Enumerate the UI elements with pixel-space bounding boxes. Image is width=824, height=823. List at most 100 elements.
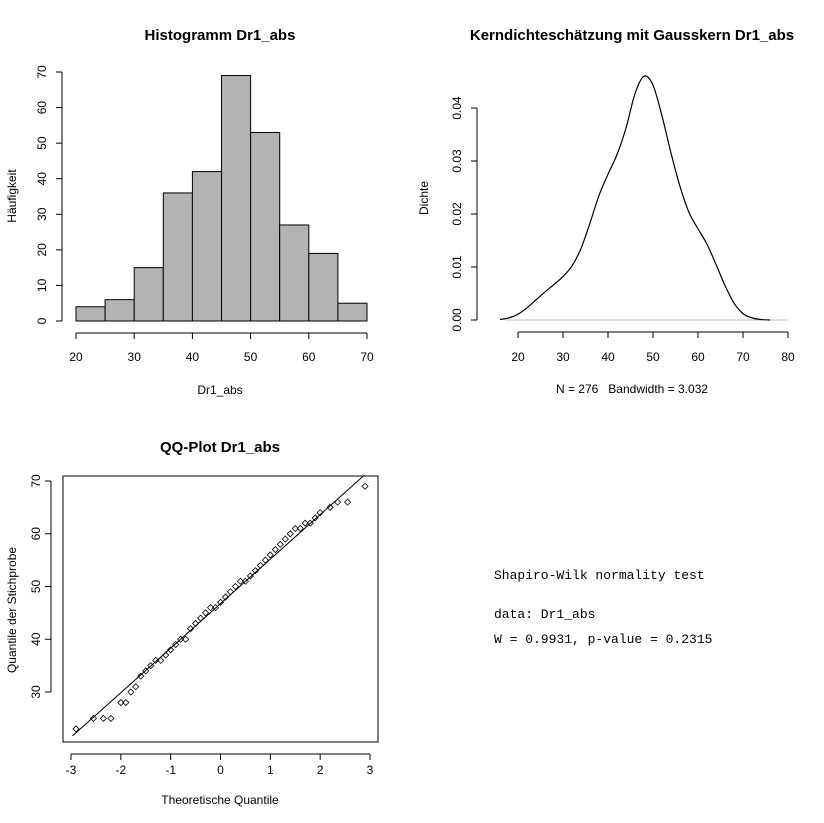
histogram-y-tick-label: 40 [35, 172, 49, 186]
qq-point [316, 509, 324, 517]
histogram-title: Histogramm Dr1_abs [145, 27, 296, 44]
density-y-tick-label: 0.01 [450, 255, 464, 279]
qq-point [201, 609, 210, 617]
qq-point [137, 672, 145, 680]
qq-point [236, 577, 244, 585]
density-y-tick-label: 0.00 [450, 308, 464, 332]
qq-x-tick-label: -2 [115, 763, 126, 777]
qq-point [276, 540, 284, 548]
qq-x-tick-label: -1 [165, 763, 176, 777]
histogram-y-tick-label: 60 [35, 101, 49, 115]
histogram-bar [250, 131, 281, 322]
qq-point [231, 582, 240, 591]
qq-plot-box [62, 475, 379, 743]
qq-point [266, 551, 274, 559]
qq-point [261, 556, 269, 564]
qq-point [152, 656, 160, 664]
density-panel: Kerndichteschätzung mit Gausskern Dr1_ab… [417, 27, 795, 396]
qq-y-label: Quantile der Stichprobe [5, 547, 19, 673]
qq-points [72, 482, 369, 733]
histogram-bar [162, 192, 193, 322]
qq-point [344, 498, 352, 506]
qq-point [216, 598, 225, 606]
histogram-y-tick-label: 20 [35, 243, 49, 257]
histogram-x-tick-label: 30 [128, 350, 142, 364]
density-x-axis: 20 30 40 50 60 70 80 [511, 331, 795, 364]
histogram-panel: Histogramm Dr1_abs 20 30 40 50 60 70 0 10 20 30 4… [5, 27, 374, 397]
test-result: W = 0.9931, p-value = 0.2315 [494, 632, 712, 647]
qq-point [311, 514, 319, 522]
density-x-tick-label: 20 [511, 350, 525, 364]
test-output-panel: Shapiro-Wilk normality test data: Dr1_ab… [494, 568, 712, 647]
histogram-x-tick-label: 60 [302, 350, 316, 364]
histogram-bar [133, 267, 164, 322]
histogram-bar [308, 252, 339, 322]
histogram-x-axis: 20 30 40 50 60 70 [69, 332, 374, 364]
histogram-y-tick-label: 10 [35, 278, 49, 292]
qq-point [107, 714, 115, 722]
qq-point [117, 698, 125, 707]
histogram-x-tick-label: 40 [186, 350, 200, 364]
qq-y-axis: 30 40 50 60 70 [29, 474, 52, 699]
qq-point [122, 698, 130, 707]
qq-point [89, 714, 97, 722]
qq-x-tick-label: -3 [66, 763, 77, 777]
test-name: Shapiro-Wilk normality test [494, 568, 705, 583]
qq-point [361, 482, 369, 490]
qq-point [177, 635, 185, 643]
histogram-y-tick-label: 0 [35, 317, 49, 324]
density-x-tick-label: 30 [556, 350, 570, 364]
qq-point [296, 524, 304, 533]
qq-y-tick-label: 40 [29, 632, 43, 646]
test-data: data: Dr1_abs [494, 607, 595, 622]
qq-x-tick-label: 0 [217, 763, 224, 777]
qq-point [142, 667, 150, 675]
qq-point [172, 640, 180, 649]
qq-point [72, 725, 80, 733]
histogram-bar [337, 302, 368, 322]
qq-x-label: Theoretische Quantile [161, 793, 279, 807]
qq-point [286, 530, 294, 538]
qq-point [241, 577, 249, 585]
histogram-x-tick-label: 50 [244, 350, 258, 364]
histogram-bar [191, 171, 222, 322]
qq-point [147, 662, 155, 670]
histogram-y-label: Häufigkeit [5, 169, 19, 223]
qq-point [157, 656, 165, 664]
qq-point [206, 604, 215, 612]
histogram-y-axis: 0 10 20 30 40 50 60 70 [35, 65, 63, 324]
histogram-x-tick-label: 70 [360, 350, 374, 364]
qq-point [301, 519, 309, 527]
qq-y-tick-label: 60 [29, 527, 43, 541]
qq-point [192, 619, 200, 627]
density-x-tick-label: 70 [736, 350, 750, 364]
qq-point [256, 561, 264, 569]
qq-x-tick-label: 2 [317, 763, 324, 777]
qq-point [251, 567, 259, 575]
density-x-tick-label: 50 [646, 350, 660, 364]
qq-x-tick-label: 1 [267, 763, 274, 777]
qq-y-tick-label: 70 [29, 474, 43, 488]
qq-point [162, 651, 170, 659]
qq-point [291, 524, 299, 533]
density-x-tick-label: 40 [601, 350, 615, 364]
density-y-tick-label: 0.04 [450, 96, 464, 120]
density-x-tick-label: 80 [781, 350, 795, 364]
histogram-bars [75, 75, 368, 322]
qq-point [127, 688, 135, 696]
density-y-tick-label: 0.03 [450, 149, 464, 173]
qq-point [221, 593, 230, 601]
histogram-y-tick-label: 70 [35, 65, 49, 79]
qq-title: QQ-Plot Dr1_abs [160, 439, 280, 456]
density-y-tick-label: 0.02 [450, 202, 464, 226]
histogram-y-tick-label: 50 [35, 136, 49, 150]
qq-point [182, 635, 190, 643]
qq-point [187, 625, 195, 633]
qq-point [197, 614, 205, 622]
qq-panel: QQ-Plot Dr1_abs -3 -2 -1 0 1 2 3 30 40 50 60 70 Th… [5, 439, 379, 807]
histogram-x-tick-label: 20 [69, 350, 83, 364]
histogram-bar [104, 299, 135, 322]
density-curve [499, 75, 771, 321]
density-title: Kerndichteschätzung mit Gausskern Dr1_ab… [470, 27, 794, 44]
